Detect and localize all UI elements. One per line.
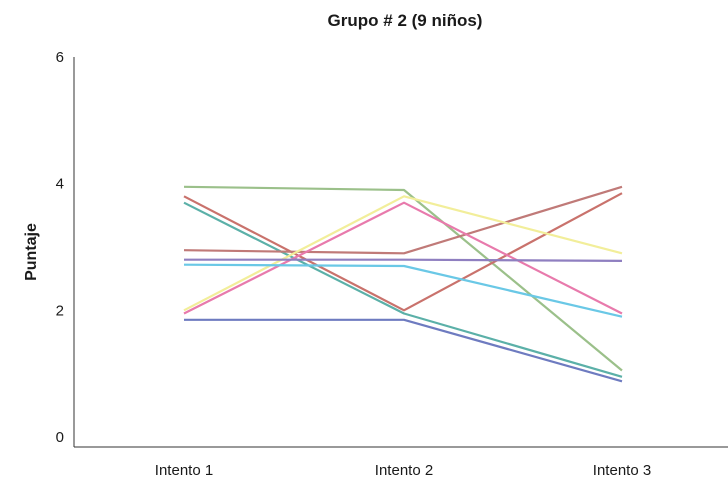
series-line-4 — [183, 185, 623, 255]
series-lines — [183, 185, 623, 383]
series-line-2 — [183, 201, 623, 378]
series-line-1 — [183, 185, 623, 372]
y-tick-label: 0 — [56, 429, 64, 446]
x-tick-label: Intento 1 — [155, 462, 213, 479]
y-tick-label: 4 — [56, 176, 64, 193]
series-line-3 — [183, 192, 623, 312]
x-tick-label: Intento 2 — [375, 462, 433, 479]
series-line-7 — [184, 258, 623, 262]
series-line-5 — [183, 195, 623, 312]
y-axis-label: Puntaje — [23, 223, 40, 281]
series-line-9 — [184, 318, 623, 383]
series-line-8 — [183, 263, 623, 318]
y-tick-labels: 0 2 4 6 — [56, 49, 64, 446]
x-tick-labels: Intento 1 Intento 2 Intento 3 — [155, 462, 651, 479]
x-tick-label: Intento 3 — [593, 462, 651, 479]
y-tick-label: 2 — [56, 302, 64, 319]
series-line-6 — [183, 201, 623, 315]
y-tick-label: 6 — [56, 49, 64, 66]
chart-title: Grupo # 2 (9 niños) — [328, 11, 483, 30]
